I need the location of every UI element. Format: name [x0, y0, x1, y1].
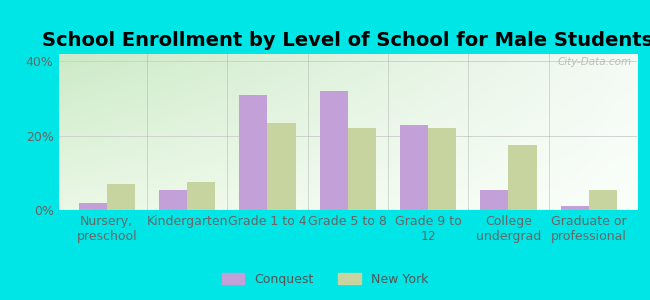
- Legend: Conquest, New York: Conquest, New York: [216, 268, 434, 291]
- Bar: [320, 91, 348, 210]
- Bar: [267, 123, 296, 210]
- Title: School Enrollment by Level of School for Male Students: School Enrollment by Level of School for…: [42, 31, 650, 50]
- Bar: [589, 190, 617, 210]
- Text: City-Data.com: City-Data.com: [557, 57, 631, 67]
- Bar: [239, 95, 267, 210]
- Bar: [79, 202, 107, 210]
- Bar: [107, 184, 135, 210]
- Bar: [400, 124, 428, 210]
- Bar: [480, 190, 508, 210]
- Bar: [159, 190, 187, 210]
- Bar: [348, 128, 376, 210]
- Bar: [428, 128, 456, 210]
- Bar: [561, 206, 589, 210]
- Bar: [508, 145, 536, 210]
- Bar: [187, 182, 215, 210]
